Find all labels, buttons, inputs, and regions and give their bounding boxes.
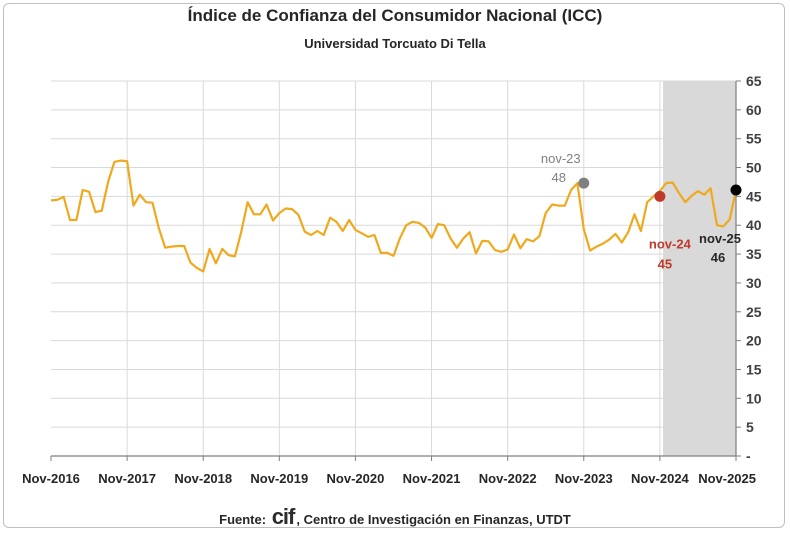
annotation-label-nov-24: nov-24 bbox=[649, 236, 692, 251]
x-tick-label: Nov-2020 bbox=[327, 471, 385, 486]
y-tick-label: 25 bbox=[746, 304, 762, 320]
chart-subtitle: Universidad Torcuato Di Tella bbox=[304, 36, 486, 51]
x-tick-label: Nov-2021 bbox=[403, 471, 461, 486]
chart-title: Índice de Confianza del Consumidor Nacio… bbox=[187, 6, 603, 25]
x-tick-label: Nov-2018 bbox=[174, 471, 232, 486]
chart-frame bbox=[3, 3, 785, 528]
x-tick-label: Nov-2024 bbox=[631, 471, 690, 486]
marker-nov-23 bbox=[578, 177, 590, 189]
y-tick-label: - bbox=[746, 448, 751, 464]
marker-nov-24 bbox=[654, 190, 666, 202]
marker-nov-25 bbox=[730, 184, 742, 196]
y-tick-label: 45 bbox=[746, 188, 762, 204]
source-line: Fuente: cif, Centro de Investigación en … bbox=[0, 504, 790, 530]
annotation-label-nov-25: nov-25 bbox=[699, 231, 741, 246]
x-tick-label: Nov-2016 bbox=[22, 471, 80, 486]
annotation-value-nov-23: 48 bbox=[552, 170, 566, 185]
icc-series-line bbox=[50, 159, 738, 273]
y-tick-label: 5 bbox=[746, 419, 754, 435]
y-tick-label: 30 bbox=[746, 275, 762, 291]
annotation-value-nov-24: 45 bbox=[658, 256, 672, 271]
x-tick-label: Nov-2019 bbox=[250, 471, 308, 486]
annotation-value-nov-25: 46 bbox=[711, 250, 725, 265]
y-tick-label: 40 bbox=[746, 217, 762, 233]
y-tick-label: 60 bbox=[746, 102, 762, 118]
x-tick-label: Nov-2017 bbox=[98, 471, 156, 486]
y-tick-label: 10 bbox=[746, 390, 762, 406]
y-tick-label: 65 bbox=[746, 73, 762, 89]
cif-logo: cif bbox=[271, 504, 296, 529]
y-tick-label: 55 bbox=[746, 131, 762, 147]
y-tick-label: 20 bbox=[746, 333, 762, 349]
y-tick-label: 50 bbox=[746, 160, 762, 176]
source-prefix: Fuente: bbox=[219, 512, 270, 527]
x-tick-label: Nov-2025 bbox=[698, 471, 756, 486]
y-tick-label: 35 bbox=[746, 246, 762, 262]
shaded-period bbox=[663, 81, 736, 456]
x-tick-label: Nov-2023 bbox=[555, 471, 613, 486]
y-tick-label: 15 bbox=[746, 361, 762, 377]
x-tick-label: Nov-2022 bbox=[479, 471, 537, 486]
annotation-label-nov-23: nov-23 bbox=[541, 151, 581, 166]
source-text: , Centro de Investigación en Finanzas, U… bbox=[296, 512, 571, 527]
